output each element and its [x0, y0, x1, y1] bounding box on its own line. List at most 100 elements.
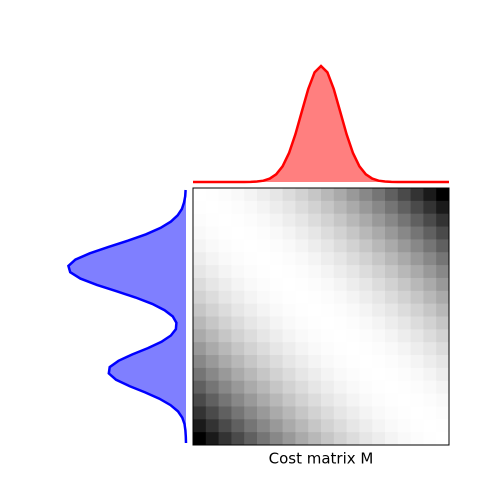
matrix-cell [218, 342, 232, 356]
matrix-cell [308, 213, 322, 228]
matrix-cell [193, 239, 207, 253]
matrix-cell [321, 303, 335, 317]
matrix-cell [218, 239, 232, 253]
matrix-cell [410, 393, 424, 407]
matrix-cell [385, 226, 399, 240]
matrix-cell [359, 226, 373, 240]
matrix-cell [423, 316, 437, 330]
matrix-cell [257, 419, 271, 433]
matrix-cell [321, 265, 335, 279]
matrix-cell [269, 432, 284, 446]
matrix-cell [321, 252, 335, 266]
matrix-cell [269, 200, 284, 215]
matrix-cell [385, 419, 399, 433]
matrix-cell [282, 265, 296, 279]
matrix-cell [346, 329, 360, 343]
matrix-cell [218, 200, 232, 215]
matrix-cell [282, 277, 296, 292]
matrix-cell [257, 239, 271, 253]
matrix-cell [333, 226, 348, 240]
matrix-cell [397, 265, 412, 279]
matrix-cell [231, 226, 245, 240]
matrix-cell [359, 200, 373, 215]
matrix-cell [231, 380, 245, 395]
matrix-cell [257, 355, 271, 369]
matrix-cell [244, 367, 258, 382]
matrix-cell [385, 303, 399, 317]
matrix-cell [231, 213, 245, 228]
matrix-cell [205, 252, 220, 266]
matrix-cell [333, 393, 348, 407]
matrix-cell [346, 213, 360, 228]
matrix-cell [410, 226, 424, 240]
matrix-cell [436, 380, 450, 395]
matrix-cell [423, 432, 437, 446]
matrix-cell [385, 290, 399, 305]
matrix-cell [218, 213, 232, 228]
matrix-cell [193, 277, 207, 292]
matrix-cell [397, 239, 412, 253]
matrix-cell [257, 290, 271, 305]
matrix-cell [231, 239, 245, 253]
matrix-cell [244, 290, 258, 305]
matrix-cell [372, 406, 386, 420]
matrix-cell [231, 200, 245, 215]
matrix-cell [359, 355, 373, 369]
matrix-cell [295, 406, 309, 420]
matrix-cell [385, 252, 399, 266]
matrix-cell [308, 188, 322, 202]
matrix-cell [257, 226, 271, 240]
matrix-cell [193, 393, 207, 407]
matrix-cell [423, 213, 437, 228]
matrix-cell [385, 355, 399, 369]
matrix-cell [282, 290, 296, 305]
matrix-cell [397, 213, 412, 228]
matrix-cell [282, 226, 296, 240]
matrix-cell [244, 316, 258, 330]
matrix-cell [372, 200, 386, 215]
matrix-cell [269, 316, 284, 330]
matrix-cell [269, 290, 284, 305]
matrix-cell [205, 290, 220, 305]
matrix-cell [282, 188, 296, 202]
matrix-cell [218, 329, 232, 343]
matrix-cell [333, 406, 348, 420]
matrix-cell [359, 188, 373, 202]
matrix-cell [244, 393, 258, 407]
matrix-cell [423, 380, 437, 395]
matrix-cell [423, 367, 437, 382]
matrix-cell [346, 419, 360, 433]
matrix-cell [244, 252, 258, 266]
matrix-cell [372, 380, 386, 395]
matrix-cell [397, 432, 412, 446]
matrix-cell [231, 290, 245, 305]
matrix-cell [321, 277, 335, 292]
matrix-cell [231, 188, 245, 202]
matrix-cell [321, 406, 335, 420]
matrix-cell [346, 406, 360, 420]
matrix-cell [436, 367, 450, 382]
matrix-cell [205, 188, 220, 202]
matrix-cell [372, 265, 386, 279]
matrix-cell [346, 303, 360, 317]
matrix-cell [385, 380, 399, 395]
matrix-cell [333, 277, 348, 292]
matrix-cell [295, 188, 309, 202]
matrix-cell [333, 252, 348, 266]
matrix-cell [231, 316, 245, 330]
matrix-cell [193, 188, 207, 202]
matrix-cell [257, 188, 271, 202]
matrix-cell [295, 316, 309, 330]
matrix-cell [244, 432, 258, 446]
matrix-cell [410, 316, 424, 330]
matrix-cell [295, 226, 309, 240]
matrix-cell [282, 303, 296, 317]
matrix-cell [193, 355, 207, 369]
matrix-cell [321, 329, 335, 343]
matrix-cell [321, 419, 335, 433]
matrix-cell [193, 290, 207, 305]
top-distribution-area [193, 66, 449, 182]
matrix-cell [397, 252, 412, 266]
matrix-cell [333, 342, 348, 356]
